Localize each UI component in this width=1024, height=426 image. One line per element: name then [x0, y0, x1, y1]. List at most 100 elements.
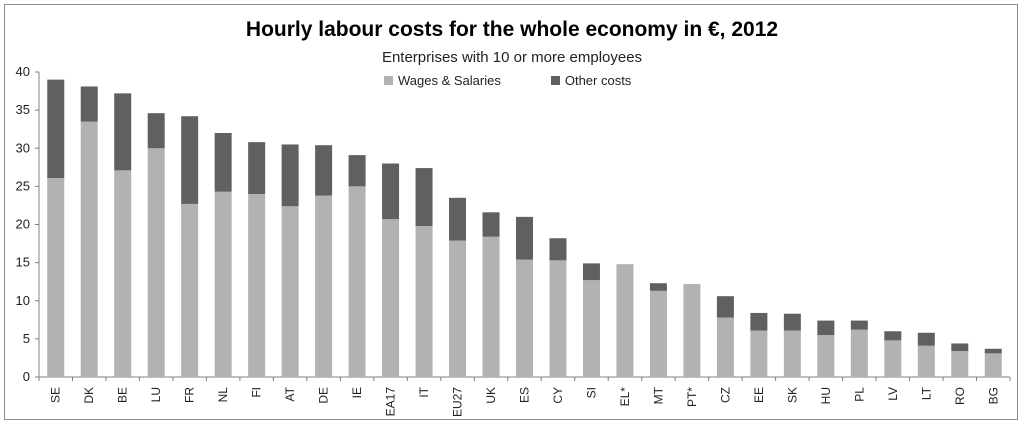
bar-wages-salaries: [281, 206, 299, 377]
bar-other-costs: [281, 144, 299, 207]
bar-other-costs: [482, 212, 500, 237]
x-tick-label: BG: [986, 387, 1000, 404]
bar-wages-salaries: [114, 170, 132, 377]
y-tick-label: 20: [16, 217, 30, 232]
bar-other-costs: [884, 331, 902, 341]
bar-wages-salaries: [181, 203, 199, 377]
bar-wages-salaries: [817, 335, 835, 377]
x-tick-label: IT: [417, 386, 431, 397]
bar-wages-salaries: [951, 351, 969, 377]
y-tick-label: 10: [16, 293, 30, 308]
y-tick-label: 30: [16, 140, 30, 155]
x-tick-label: AT: [283, 386, 297, 401]
bar-wages-salaries: [516, 259, 533, 377]
x-tick-label: FR: [183, 387, 197, 403]
bar-other-costs: [984, 348, 1002, 354]
bar-wages-salaries: [348, 186, 366, 377]
chart-subtitle: Enterprises with 10 or more employees: [381, 49, 643, 66]
bar-other-costs: [348, 155, 366, 187]
legend-label-other: Other costs: [564, 72, 632, 88]
bar-wages-salaries: [716, 317, 734, 377]
bar-wages-salaries: [315, 195, 333, 377]
bar-other-costs: [415, 168, 433, 227]
bar-wages-salaries: [917, 345, 935, 377]
bar-wages-salaries: [616, 264, 634, 377]
bar-wages-salaries: [783, 330, 801, 377]
bar-wages-salaries: [549, 260, 567, 377]
x-tick-label: LV: [886, 387, 900, 401]
x-tick-label: ES: [518, 387, 532, 403]
bar-other-costs: [817, 320, 835, 336]
y-tick-label: 25: [16, 178, 30, 193]
bar-wages-salaries: [248, 194, 266, 377]
bar-other-costs: [181, 116, 199, 204]
legend-label-wages: Wages & Salaries: [398, 72, 501, 88]
x-tick-label: IE: [350, 387, 364, 398]
bar-wages-salaries: [649, 290, 667, 377]
y-tick-label: 5: [23, 331, 30, 346]
x-tick-label: CZ: [718, 387, 732, 403]
bar-other-costs: [248, 142, 266, 194]
bar-wages-salaries: [214, 191, 232, 377]
bar-wages-salaries: [147, 148, 165, 377]
bar-other-costs: [516, 216, 533, 260]
bar-wages-salaries: [850, 329, 868, 377]
x-tick-label: LU: [149, 387, 163, 402]
legend: Wages & Salaries Other costs: [384, 71, 681, 89]
chart-title: Hourly labour costs for the whole econom…: [245, 18, 779, 41]
x-tick-label: PL: [852, 387, 866, 402]
x-tick-label: MT: [651, 386, 665, 404]
bar-wages-salaries: [80, 121, 98, 377]
x-tick-label: NL: [216, 387, 230, 403]
x-tick-label: FI: [250, 387, 264, 398]
bar-other-costs: [750, 312, 768, 331]
bar-other-costs: [47, 79, 65, 178]
bar-other-costs: [80, 86, 98, 122]
bar-wages-salaries: [415, 226, 433, 377]
legend-item-wages: Wages & Salaries: [384, 73, 501, 88]
bar-other-costs: [549, 238, 567, 261]
x-tick-label: BE: [116, 387, 130, 403]
bar-other-costs: [917, 332, 935, 346]
x-tick-label: DE: [317, 387, 331, 404]
bar-other-costs: [315, 145, 333, 196]
bar-other-costs: [114, 93, 132, 171]
x-tick-label: SK: [785, 387, 799, 403]
x-tick-label: EA17: [384, 387, 398, 417]
x-tick-label: SE: [49, 387, 63, 403]
bar-wages-salaries: [683, 283, 701, 377]
x-tick-label: RO: [953, 387, 967, 405]
x-tick-label: PT*: [685, 387, 699, 407]
bar-wages-salaries: [582, 280, 600, 377]
bar-wages-salaries: [449, 240, 467, 377]
x-tick-label: EU27: [451, 387, 465, 417]
bar-wages-salaries: [750, 330, 768, 377]
y-tick-label: 0: [23, 369, 30, 384]
x-tick-label: EL*: [618, 387, 632, 407]
x-tick-label: EE: [752, 387, 766, 403]
bar-other-costs: [582, 263, 600, 281]
bar-other-costs: [716, 296, 734, 318]
bar-wages-salaries: [884, 340, 902, 377]
y-tick-label: 35: [16, 102, 30, 117]
bar-other-costs: [649, 283, 667, 291]
bar-wages-salaries: [482, 236, 500, 377]
bar-other-costs: [783, 313, 801, 331]
bar-wages-salaries: [984, 353, 1002, 377]
x-tick-label: HU: [819, 387, 833, 404]
bar-wages-salaries: [382, 219, 400, 377]
chart-frame: [4, 4, 1018, 420]
x-tick-label: CY: [551, 387, 565, 404]
x-tick-label: LT: [919, 386, 933, 400]
bar-other-costs: [382, 163, 400, 220]
x-tick-label: UK: [484, 387, 498, 404]
bar-wages-salaries: [47, 177, 65, 377]
bar-other-costs: [951, 343, 969, 352]
y-tick-label: 40: [16, 64, 30, 79]
bar-other-costs: [850, 320, 868, 330]
bar-other-costs: [449, 197, 467, 241]
legend-swatch-wages: [384, 75, 393, 85]
y-tick-label: 15: [16, 255, 30, 270]
legend-swatch-other: [550, 75, 560, 85]
